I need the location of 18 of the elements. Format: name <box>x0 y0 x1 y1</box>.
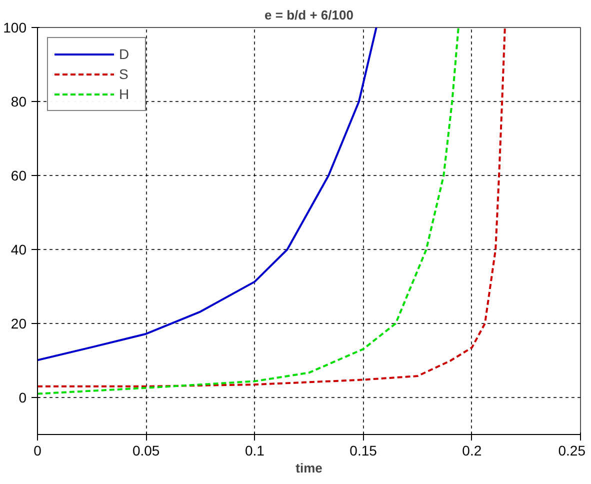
y-tick-label: 100 <box>3 20 27 36</box>
x-tick-label: 0.1 <box>244 442 265 458</box>
x-axis-title: time <box>296 460 322 476</box>
legend-label: D <box>119 46 130 62</box>
x-tick-label: 0.15 <box>350 442 378 458</box>
chart-title: e = b/d + 6/100 <box>264 8 354 22</box>
x-tick-label: 0 <box>34 442 42 458</box>
legend-label: S <box>119 66 130 82</box>
y-tick-label: 60 <box>10 168 27 184</box>
legend-label: H <box>119 86 130 102</box>
y-tick-label: 0 <box>18 390 27 406</box>
x-tick-label: 0.25 <box>558 442 586 458</box>
x-tick-label: 0.05 <box>132 442 160 458</box>
y-tick-label: 80 <box>10 94 27 110</box>
y-tick-label: 20 <box>10 316 27 332</box>
y-tick-label: 40 <box>10 242 27 258</box>
x-tick-label: 0.2 <box>462 442 482 458</box>
line-series <box>38 28 378 362</box>
